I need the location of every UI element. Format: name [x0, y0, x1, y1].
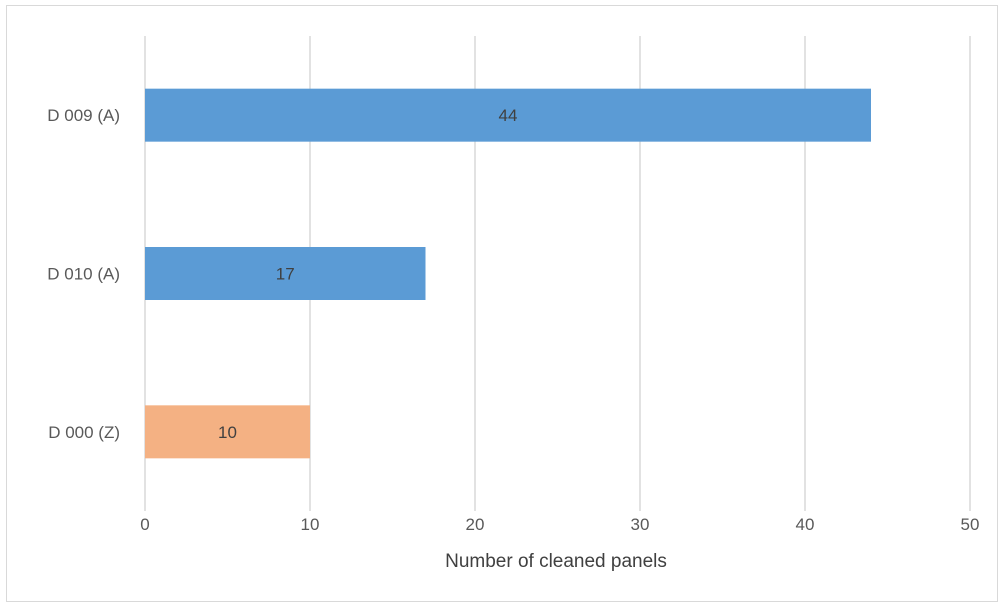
x-tick-label: 50: [961, 515, 980, 534]
category-labels: D 009 (A) D 010 (A) D 000 (Z): [47, 106, 120, 442]
bar-1: [145, 247, 426, 300]
category-label-0: D 009 (A): [47, 106, 120, 125]
x-tick-labels: 0 10 20 30 40 50: [140, 515, 979, 534]
x-tick-label: 40: [796, 515, 815, 534]
category-label-2: D 000 (Z): [48, 423, 120, 442]
x-tick-label: 30: [631, 515, 650, 534]
x-axis-title: Number of cleaned panels: [445, 551, 667, 572]
x-tick-label: 20: [466, 515, 485, 534]
category-label-1: D 010 (A): [47, 265, 120, 284]
data-label-1: 17: [276, 265, 295, 284]
x-tick-label: 10: [301, 515, 320, 534]
data-labels: 44 17 10: [218, 106, 517, 442]
bar-0: [145, 88, 871, 142]
bar-2: [145, 405, 310, 459]
data-label-0: 44: [499, 106, 518, 125]
data-label-2: 10: [218, 423, 237, 442]
bars: [145, 88, 871, 459]
x-tick-label: 0: [140, 515, 149, 534]
